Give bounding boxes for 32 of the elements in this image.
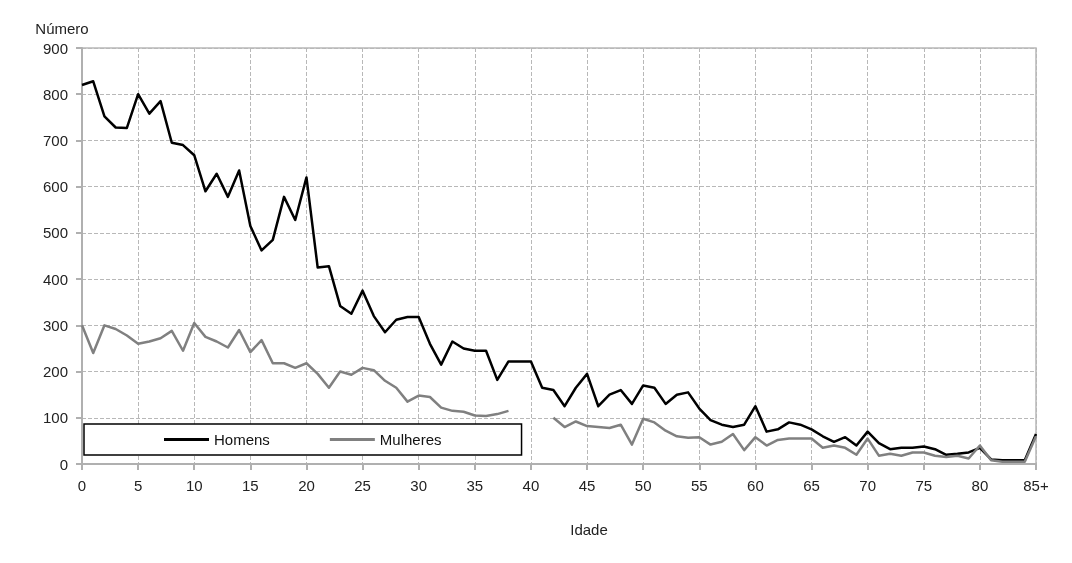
x-tick-label: 15 xyxy=(242,477,259,494)
y-tick-label: 200 xyxy=(42,363,68,381)
x-tick-label: 40 xyxy=(522,477,540,494)
y-tick-label: 400 xyxy=(42,270,68,288)
y-tick-label: 600 xyxy=(42,178,68,196)
x-tick-label: 60 xyxy=(747,477,764,494)
y-tick-label: 300 xyxy=(42,316,68,334)
x-tick-label: 50 xyxy=(634,477,652,494)
x-tick-label: 5 xyxy=(133,477,143,494)
y-tick-label: 800 xyxy=(42,85,68,103)
x-tick-label: 0 xyxy=(77,477,87,494)
y-tick-label: 900 xyxy=(42,39,68,57)
x-tick-label: 80 xyxy=(971,477,989,494)
x-axis-title: Idade xyxy=(570,521,608,538)
legend-label: Homens xyxy=(214,431,270,448)
x-tick-label: 30 xyxy=(410,477,428,494)
x-tick-label: 75 xyxy=(915,477,933,494)
x-tick-label: 85+ xyxy=(1023,477,1049,494)
legend-label: Mulheres xyxy=(379,431,442,448)
x-tick-label: 65 xyxy=(803,477,820,494)
y-tick-label: 0 xyxy=(59,455,68,473)
y-tick-label: 700 xyxy=(42,131,68,149)
x-tick-label: 45 xyxy=(578,477,596,494)
x-tick-label: 10 xyxy=(185,477,203,494)
y-tick-label: 500 xyxy=(42,224,68,242)
x-tick-label: 55 xyxy=(690,477,708,494)
x-tick-label: 20 xyxy=(298,477,315,494)
x-tick-label: 35 xyxy=(466,477,484,494)
y-tick-label: 100 xyxy=(42,409,68,427)
x-tick-label: 70 xyxy=(859,477,876,494)
x-tick-label: 25 xyxy=(354,477,371,494)
y-axis-title: Número xyxy=(35,20,89,37)
